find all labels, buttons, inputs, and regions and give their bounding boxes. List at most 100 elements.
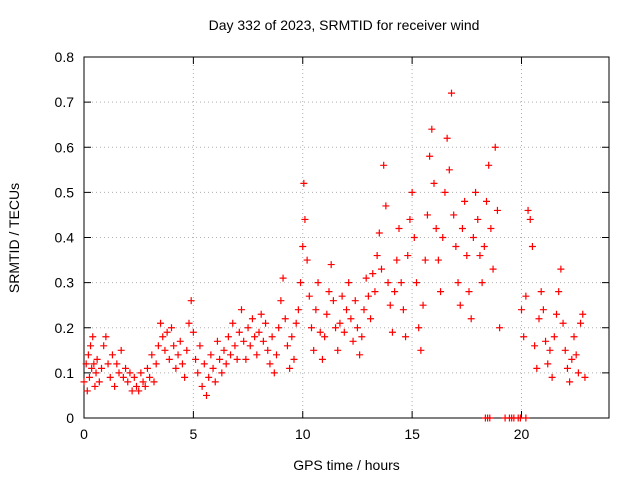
data-point: [231, 342, 239, 350]
data-point: [417, 346, 425, 354]
data-point: [152, 360, 160, 368]
data-point: [340, 328, 348, 336]
data-point: [181, 373, 189, 381]
data-point: [117, 346, 125, 354]
data-point: [450, 211, 458, 219]
data-point: [410, 234, 418, 241]
x-tick-label: 0: [80, 426, 88, 442]
data-point: [80, 378, 88, 386]
data-point: [148, 351, 156, 359]
data-point: [170, 342, 178, 350]
data-point: [141, 382, 149, 390]
data-point: [176, 337, 184, 345]
data-point: [130, 373, 138, 381]
data-point: [143, 364, 151, 372]
data-point: [419, 301, 427, 309]
data-point: [308, 324, 315, 332]
data-point: [203, 391, 210, 399]
data-point: [345, 279, 353, 287]
data-point: [294, 306, 302, 314]
data-point: [229, 319, 237, 327]
data-point: [555, 288, 563, 296]
data-point: [430, 179, 438, 187]
data-point: [95, 378, 103, 386]
data-point: [297, 279, 305, 287]
data-point: [581, 373, 589, 381]
data-point: [310, 346, 318, 354]
data-point: [443, 134, 451, 142]
data-point: [150, 378, 158, 386]
x-axis-label: GPS time / hours: [293, 457, 400, 473]
data-point: [469, 234, 477, 241]
data-point: [85, 373, 93, 381]
data-points: [80, 89, 589, 422]
data-point: [448, 89, 455, 97]
data-point: [165, 355, 173, 363]
data-point: [279, 274, 287, 282]
data-point: [579, 310, 587, 318]
data-point: [161, 346, 169, 354]
data-point: [87, 342, 95, 350]
data-point: [273, 351, 280, 359]
data-point: [128, 387, 136, 395]
data-point: [338, 292, 346, 300]
data-point: [84, 351, 92, 359]
data-point: [467, 315, 475, 323]
data-point: [262, 319, 270, 327]
data-point: [542, 337, 550, 345]
data-point: [139, 378, 147, 386]
data-point: [568, 355, 576, 363]
data-point: [213, 337, 221, 345]
data-point: [233, 355, 241, 363]
data-point: [452, 243, 460, 251]
data-point: [211, 378, 219, 386]
data-point: [463, 252, 471, 260]
data-point: [192, 355, 200, 363]
data-point: [384, 279, 392, 287]
data-point: [561, 346, 569, 354]
data-point: [426, 152, 434, 160]
data-point: [388, 328, 396, 336]
data-point: [478, 279, 486, 287]
data-point: [522, 414, 530, 422]
data-point: [358, 333, 366, 341]
data-point: [183, 346, 191, 354]
data-point: [550, 333, 558, 341]
data-point: [522, 292, 530, 300]
data-point: [227, 351, 235, 359]
data-point: [277, 297, 285, 305]
data-point: [146, 373, 154, 381]
data-point: [323, 310, 331, 318]
axis-ticks: 0 0.1 0.2 0.3 0.4 0.5 0.6 0.7 0.8 0 5 10 15 20: [55, 49, 609, 442]
data-point: [487, 224, 495, 232]
data-point: [351, 297, 359, 305]
data-point: [380, 161, 388, 169]
data-point: [124, 378, 132, 386]
data-point: [126, 369, 134, 377]
data-point: [209, 364, 217, 372]
data-point: [489, 265, 497, 273]
data-point: [520, 333, 528, 341]
data-point: [472, 188, 480, 196]
data-point: [286, 364, 294, 372]
data-point: [423, 211, 431, 219]
data-point: [553, 310, 560, 318]
data-point: [445, 166, 453, 174]
data-point: [486, 414, 494, 422]
data-point: [189, 328, 197, 336]
data-point: [465, 288, 473, 296]
data-point: [92, 369, 100, 377]
data-point: [526, 215, 534, 223]
data-point: [100, 342, 108, 350]
data-point: [187, 297, 195, 305]
data-point: [397, 279, 405, 287]
data-point: [437, 288, 445, 296]
data-point: [216, 355, 224, 363]
data-point: [406, 215, 414, 223]
data-point: [133, 382, 140, 390]
data-point: [415, 324, 423, 332]
plot-frame: [83, 56, 610, 419]
data-point: [318, 355, 326, 363]
data-point: [577, 319, 585, 327]
